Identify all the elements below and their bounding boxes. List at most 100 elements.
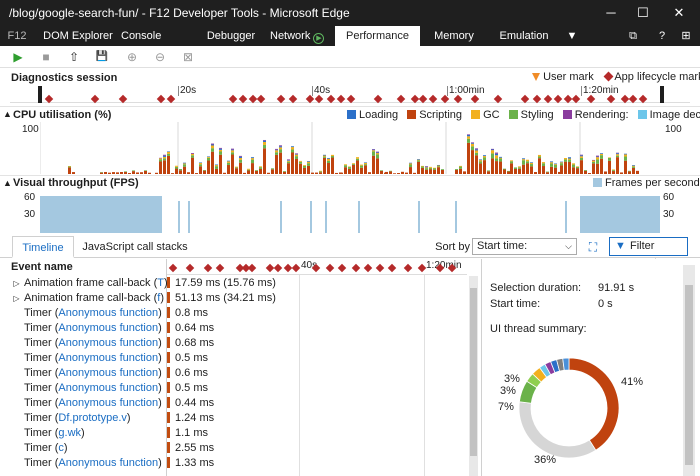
event-duration[interactable]: 51.13 ms (34.21 ms): [167, 291, 276, 306]
lifecycle-mark[interactable]: [440, 94, 450, 104]
summary-scroll-thumb[interactable]: [685, 285, 693, 465]
tab-debugger[interactable]: Debugger: [206, 30, 256, 42]
lifecycle-mark[interactable]: [403, 263, 413, 273]
event-row[interactable]: ▷ Animation frame call-back (f): [0, 291, 167, 306]
lifecycle-mark[interactable]: [168, 263, 178, 273]
event-duration[interactable]: 0.64 ms: [167, 321, 214, 336]
tab-emulation[interactable]: Emulation: [499, 30, 549, 42]
event-source-link[interactable]: Df.prototype.v: [58, 412, 127, 424]
lifecycle-mark[interactable]: [553, 94, 563, 104]
event-source-link[interactable]: Anonymous function: [58, 397, 159, 409]
close-button[interactable]: ✕: [673, 5, 685, 20]
diagnostics-timeline[interactable]: 20s 40s 1:00min 1:20min: [10, 85, 690, 104]
lifecycle-mark[interactable]: [305, 94, 315, 104]
event-source-link[interactable]: Anonymous function: [58, 352, 159, 364]
event-row[interactable]: Timer (c): [0, 441, 167, 456]
lifecycle-mark[interactable]: [396, 94, 406, 104]
import-icon[interactable]: ⇧: [68, 50, 80, 64]
fit-selection-icon[interactable]: ⛶: [588, 240, 598, 254]
event-source-link[interactable]: Anonymous function: [58, 307, 159, 319]
filter-events-button[interactable]: ▼ Filter events: [609, 237, 688, 269]
event-row[interactable]: Timer (Anonymous function): [0, 321, 167, 336]
pin-icon[interactable]: ⊞: [681, 30, 691, 42]
cpu-collapse-icon[interactable]: ▲: [3, 109, 12, 119]
tab-memory[interactable]: Memory: [434, 30, 474, 42]
expand-chevron-icon[interactable]: ▷: [13, 279, 20, 288]
event-row[interactable]: ▷ Animation frame call-back (T): [0, 276, 167, 291]
dock-icon[interactable]: ⧉: [629, 30, 637, 42]
lifecycle-mark[interactable]: [387, 263, 397, 273]
event-scroll-thumb[interactable]: [470, 288, 477, 456]
ui-thread-donut-chart[interactable]: [517, 356, 621, 460]
event-duration[interactable]: 0.68 ms: [167, 336, 214, 351]
help-icon[interactable]: ?: [658, 30, 666, 42]
lifecycle-mark[interactable]: [363, 263, 373, 273]
event-source-link[interactable]: f: [157, 292, 161, 304]
lifecycle-mark[interactable]: [291, 263, 301, 273]
maximize-button[interactable]: ☐: [637, 5, 649, 20]
lifecycle-mark[interactable]: [470, 94, 480, 104]
event-duration[interactable]: 0.44 ms: [167, 396, 214, 411]
event-source-link[interactable]: Anonymous function: [58, 382, 159, 394]
event-duration[interactable]: 17.59 ms (15.76 ms): [167, 276, 276, 291]
minimize-button[interactable]: ─: [606, 5, 616, 20]
event-source-link[interactable]: Anonymous function: [58, 337, 159, 349]
lifecycle-mark[interactable]: [256, 94, 266, 104]
lifecycle-mark[interactable]: [90, 94, 100, 104]
sort-select[interactable]: Start time: ⌵: [472, 238, 577, 255]
lifecycle-mark[interactable]: [228, 94, 238, 104]
lifecycle-mark[interactable]: [276, 94, 286, 104]
event-source-link[interactable]: Anonymous function: [58, 457, 159, 469]
tab-network[interactable]: Network ▶: [270, 26, 330, 46]
lifecycle-mark[interactable]: [571, 94, 581, 104]
reset-zoom-icon[interactable]: ⊠: [182, 50, 194, 64]
event-row[interactable]: Timer (Anonymous function): [0, 306, 167, 321]
tab-js-call-stacks[interactable]: JavaScript call stacks: [82, 241, 188, 253]
tab-dom-explorer[interactable]: DOM Explorer: [43, 30, 113, 42]
lifecycle-mark[interactable]: [418, 94, 428, 104]
lifecycle-mark[interactable]: [156, 94, 166, 104]
lifecycle-mark[interactable]: [543, 94, 553, 104]
fps-collapse-icon[interactable]: ▲: [3, 178, 12, 188]
lifecycle-mark[interactable]: [375, 263, 385, 273]
zoom-in-icon[interactable]: ⊕: [126, 50, 138, 64]
lifecycle-mark[interactable]: [520, 94, 530, 104]
event-row[interactable]: Timer (g.wk): [0, 426, 167, 441]
event-source-link[interactable]: c: [58, 442, 64, 454]
lifecycle-mark[interactable]: [166, 94, 176, 104]
event-row[interactable]: Timer (Anonymous function): [0, 336, 167, 351]
event-source-link[interactable]: Anonymous function: [58, 367, 159, 379]
tab-console[interactable]: Console ✕ 2: [121, 26, 171, 63]
zoom-out-icon[interactable]: ⊖: [154, 50, 166, 64]
lifecycle-mark[interactable]: [638, 94, 648, 104]
stop-profiling-icon[interactable]: ■: [42, 50, 50, 64]
donut-slice[interactable]: [562, 357, 570, 371]
lifecycle-mark[interactable]: [428, 94, 438, 104]
tab-performance[interactable]: Performance: [335, 26, 420, 46]
event-duration[interactable]: 0.6 ms: [167, 366, 208, 381]
lifecycle-mark[interactable]: [346, 94, 356, 104]
lifecycle-mark[interactable]: [417, 263, 427, 273]
lifecycle-mark[interactable]: [337, 263, 347, 273]
lifecycle-mark[interactable]: [493, 94, 503, 104]
lifecycle-mark[interactable]: [314, 94, 324, 104]
lifecycle-mark[interactable]: [325, 263, 335, 273]
event-duration[interactable]: 0.8 ms: [167, 306, 208, 321]
event-duration[interactable]: 2.55 ms: [167, 441, 214, 456]
event-source-link[interactable]: Anonymous function: [58, 322, 159, 334]
lifecycle-mark[interactable]: [44, 94, 54, 104]
lifecycle-mark[interactable]: [247, 263, 257, 273]
event-row[interactable]: Timer (Anonymous function): [0, 351, 167, 366]
save-icon[interactable]: 💾: [95, 51, 109, 62]
lifecycle-mark[interactable]: [288, 94, 298, 104]
lifecycle-mark[interactable]: [606, 94, 616, 104]
lifecycle-mark[interactable]: [273, 263, 283, 273]
more-tabs-icon[interactable]: ▼: [566, 30, 578, 42]
start-profiling-icon[interactable]: ▶: [13, 50, 23, 64]
cpu-utilisation-chart[interactable]: [40, 122, 660, 174]
lifecycle-mark[interactable]: [215, 263, 225, 273]
event-source-link[interactable]: T: [157, 277, 165, 289]
event-duration[interactable]: 1.24 ms: [167, 411, 214, 426]
lifecycle-mark[interactable]: [373, 94, 383, 104]
event-list-scrollbar[interactable]: [469, 276, 478, 476]
